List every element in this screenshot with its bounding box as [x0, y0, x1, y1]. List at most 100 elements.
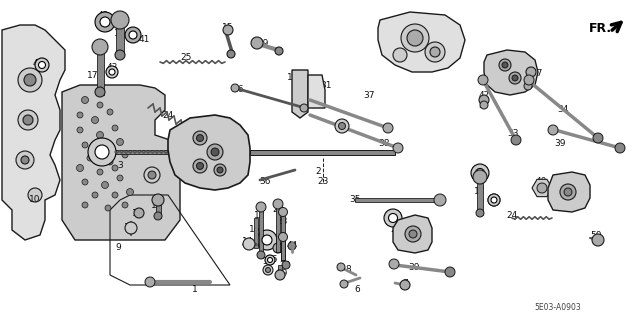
Bar [259, 205, 263, 258]
Text: 28: 28 [275, 243, 285, 253]
Polygon shape [62, 85, 180, 240]
Text: FR.: FR. [588, 21, 612, 34]
Circle shape [82, 179, 88, 185]
Circle shape [282, 261, 290, 269]
Circle shape [214, 164, 226, 176]
Text: 3: 3 [117, 160, 123, 169]
Text: 43: 43 [488, 196, 500, 204]
Circle shape [400, 280, 410, 290]
Text: 7: 7 [402, 279, 408, 288]
Text: 24: 24 [163, 110, 173, 120]
Circle shape [95, 87, 105, 97]
Text: 33: 33 [508, 130, 519, 138]
Circle shape [409, 230, 417, 238]
Text: 5E03-A0903: 5E03-A0903 [534, 303, 581, 313]
Text: 11: 11 [287, 73, 299, 83]
Bar [355, 198, 440, 202]
Circle shape [227, 50, 235, 58]
Circle shape [257, 230, 277, 250]
Circle shape [243, 238, 255, 250]
Circle shape [251, 37, 263, 49]
Text: 20: 20 [279, 261, 291, 270]
Circle shape [105, 205, 111, 211]
Polygon shape [378, 12, 465, 72]
Bar [97, 45, 104, 95]
Circle shape [231, 84, 239, 92]
Circle shape [223, 25, 233, 35]
Text: 36: 36 [259, 177, 271, 187]
Circle shape [129, 31, 137, 39]
Circle shape [35, 58, 49, 72]
Circle shape [278, 233, 287, 241]
Circle shape [473, 170, 487, 184]
Circle shape [38, 62, 45, 69]
Text: 48: 48 [336, 123, 348, 132]
Circle shape [480, 101, 488, 109]
Text: 15: 15 [222, 24, 234, 33]
Circle shape [207, 144, 223, 160]
Text: 32: 32 [145, 174, 157, 182]
Circle shape [77, 165, 83, 172]
Bar [281, 235, 285, 260]
Circle shape [145, 277, 155, 287]
Text: 22: 22 [390, 226, 402, 234]
Text: 18: 18 [115, 29, 125, 39]
Circle shape [122, 202, 128, 208]
Text: 30: 30 [262, 257, 274, 266]
Bar [250, 150, 395, 154]
Circle shape [265, 255, 275, 265]
Text: 23: 23 [317, 177, 329, 187]
Circle shape [278, 207, 287, 217]
Text: 16: 16 [249, 226, 260, 234]
Circle shape [288, 242, 296, 250]
Circle shape [478, 75, 488, 85]
Circle shape [434, 194, 446, 206]
Circle shape [615, 143, 625, 153]
Circle shape [217, 167, 223, 173]
Circle shape [95, 12, 115, 32]
Text: 46: 46 [474, 168, 486, 177]
Polygon shape [532, 179, 552, 197]
Circle shape [152, 194, 164, 206]
Text: 17: 17 [87, 71, 99, 80]
Circle shape [548, 125, 558, 135]
Circle shape [430, 47, 440, 57]
Circle shape [476, 209, 484, 217]
Circle shape [112, 192, 118, 198]
Text: 26: 26 [266, 256, 278, 264]
Circle shape [97, 102, 103, 108]
Circle shape [196, 135, 204, 142]
Circle shape [471, 164, 489, 182]
Circle shape [193, 131, 207, 145]
Circle shape [196, 162, 204, 169]
Text: 41: 41 [138, 34, 150, 43]
Circle shape [125, 222, 137, 234]
Text: 46: 46 [94, 145, 106, 154]
Text: 34: 34 [557, 106, 569, 115]
Circle shape [81, 97, 88, 103]
Text: 45: 45 [261, 235, 273, 244]
Circle shape [262, 235, 272, 245]
Circle shape [499, 59, 511, 71]
Text: 25: 25 [180, 54, 192, 63]
Circle shape [193, 159, 207, 173]
Circle shape [102, 147, 108, 153]
Circle shape [273, 199, 283, 209]
Text: 19: 19 [275, 243, 285, 253]
Circle shape [339, 122, 346, 130]
Text: 13: 13 [132, 209, 144, 218]
Circle shape [275, 270, 285, 280]
Circle shape [111, 11, 129, 29]
Circle shape [127, 189, 134, 196]
Polygon shape [393, 215, 432, 253]
Bar [116, 18, 124, 55]
Circle shape [560, 184, 576, 200]
Circle shape [337, 263, 345, 271]
Circle shape [384, 209, 402, 227]
Text: 35: 35 [349, 196, 361, 204]
Bar [477, 175, 483, 215]
Circle shape [95, 145, 109, 159]
Text: 50: 50 [590, 232, 602, 241]
Circle shape [526, 67, 536, 77]
Text: 44: 44 [286, 241, 298, 250]
